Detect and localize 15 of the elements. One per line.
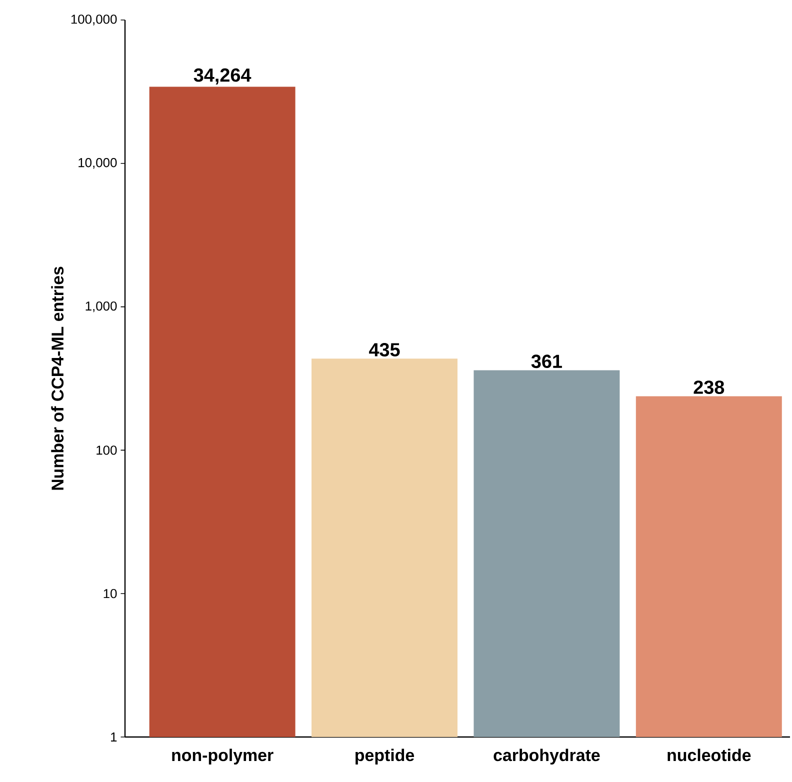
data-label: 361 [531,354,562,368]
y-tick-label: 10,000 [78,158,117,169]
data-label: 34,264 [194,68,252,85]
y-axis-title: Number of CCP4-ML entries [51,266,64,490]
y-tick-label: 1 [111,732,117,742]
y-tick-label: 100,000 [71,14,117,26]
y-tick-label: 100 [96,446,117,455]
y-tick-label: 1,000 [86,301,117,312]
data-label: 435 [369,343,400,356]
data-label: 238 [694,380,724,394]
x-tick-label: nucleotide [668,748,751,762]
x-tick-label: non-polymer [172,748,274,765]
y-tick-label: 10 [104,589,117,598]
x-tick-label: peptide [356,748,414,765]
x-tick-label: carbohydrate [494,748,600,765]
